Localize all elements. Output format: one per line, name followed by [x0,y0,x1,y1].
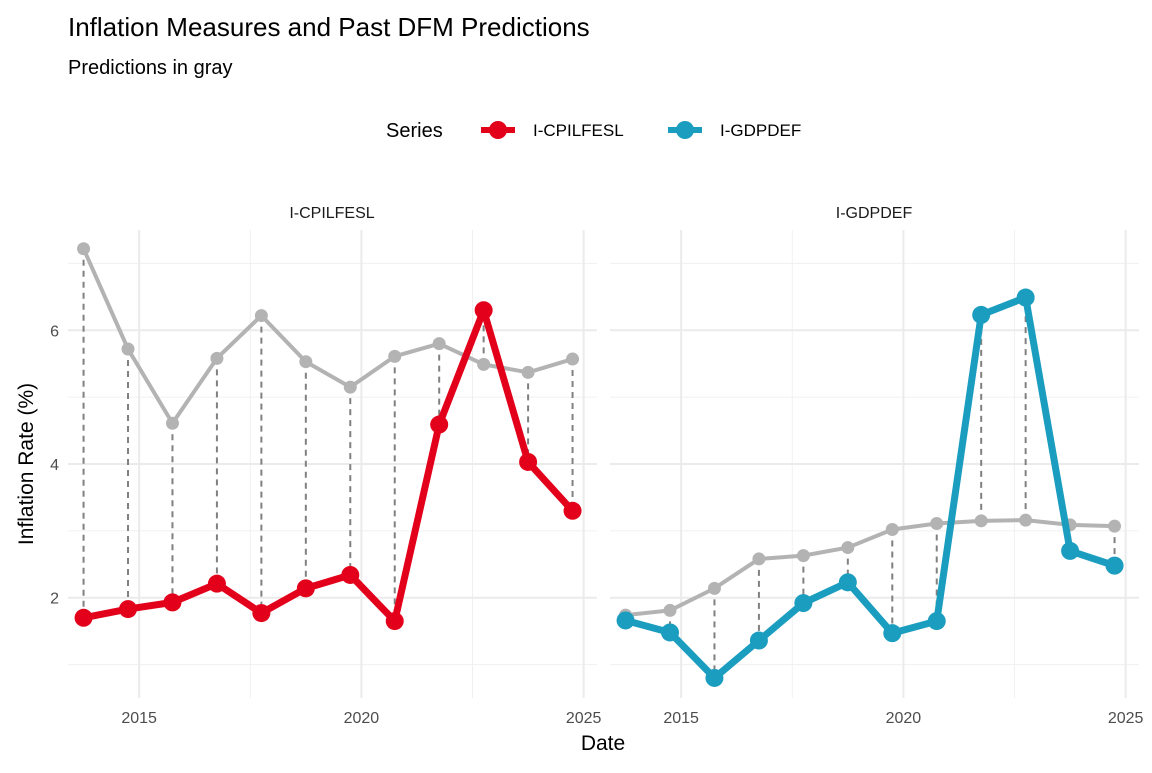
legend-item-cpilfesl: I-CPILFESL [481,121,624,140]
panel-strip-label: I-CPILFESL [289,205,374,222]
series-point [474,301,493,320]
prediction-line [81,247,574,426]
chart-subtitle: Predictions in gray [68,57,233,79]
prediction-point [254,309,268,323]
prediction-line [625,518,1115,618]
panel-gdpdef: I-GDPDEF 2015 2020 2025 [610,205,1144,727]
prediction-point [974,514,988,528]
x-tick-label: 2025 [1108,710,1144,727]
series-point [430,415,449,434]
prediction-point [663,603,677,617]
prediction-point [841,541,855,555]
x-tick-label: 2025 [566,710,602,727]
prediction-point [388,349,402,363]
y-axis-label: Inflation Rate (%) [15,383,38,545]
panel-cpilfesl: I-CPILFESL 2015 2020 2025 2 4 6 [50,205,601,727]
prediction-point [707,581,721,595]
series-point [519,452,538,471]
legend-label-cpilfesl: I-CPILFESL [533,121,624,140]
series-point [252,604,271,623]
series-point [883,624,902,643]
prediction-point [521,365,535,379]
legend-key-point-cpilfesl [489,121,507,139]
prediction-point [165,416,179,430]
prediction-point [210,351,224,365]
series-point [1105,556,1124,575]
prediction-point [885,523,899,537]
panel-strip-label: I-GDPDEF [836,205,913,222]
legend-label-gdpdef: I-GDPDEF [720,121,801,140]
series-point [794,594,813,613]
x-tick-label: 2015 [663,710,699,727]
prediction-point [343,380,357,394]
series-point [661,623,680,642]
series-point [296,579,315,598]
prediction-point [432,337,446,351]
legend-item-gdpdef: I-GDPDEF [668,121,801,140]
series-point [385,612,404,631]
series-point [838,573,857,592]
prediction-point [477,357,491,371]
series-point [927,612,946,631]
prediction-point [566,352,580,366]
series-point [616,611,635,630]
prediction-point [1019,513,1033,527]
x-tick-label: 2015 [121,710,157,727]
x-axis-label: Date [581,732,625,755]
series-point [119,600,138,619]
prediction-point [121,342,135,356]
prediction-point [752,552,766,566]
legend-title: Series [386,120,443,142]
grid [610,230,1139,698]
series-point [705,668,724,687]
series-point [972,305,991,324]
x-tick-label: 2020 [344,710,380,727]
grid [68,230,597,698]
y-tick-label: 2 [50,591,59,608]
series-point [1061,541,1080,560]
y-tick-label: 4 [50,457,59,474]
legend: Series I-CPILFESL I-GDPDEF [386,120,801,142]
x-tick-label: 2020 [886,710,922,727]
series-point [749,631,768,650]
series-point [163,593,182,612]
series-point [563,501,582,520]
series-point [341,565,360,584]
series-line [82,306,576,625]
prediction-point [299,355,313,369]
prediction-point [1108,519,1122,533]
series-point [74,608,93,627]
series-point [207,574,226,593]
series-line [624,294,1116,682]
prediction-point [930,517,944,531]
series-point [1016,288,1035,307]
legend-key-point-gdpdef [676,121,694,139]
prediction-point [796,549,810,563]
prediction-point [77,242,91,256]
chart-title: Inflation Measures and Past DFM Predicti… [68,12,590,42]
y-tick-label: 6 [50,323,59,340]
